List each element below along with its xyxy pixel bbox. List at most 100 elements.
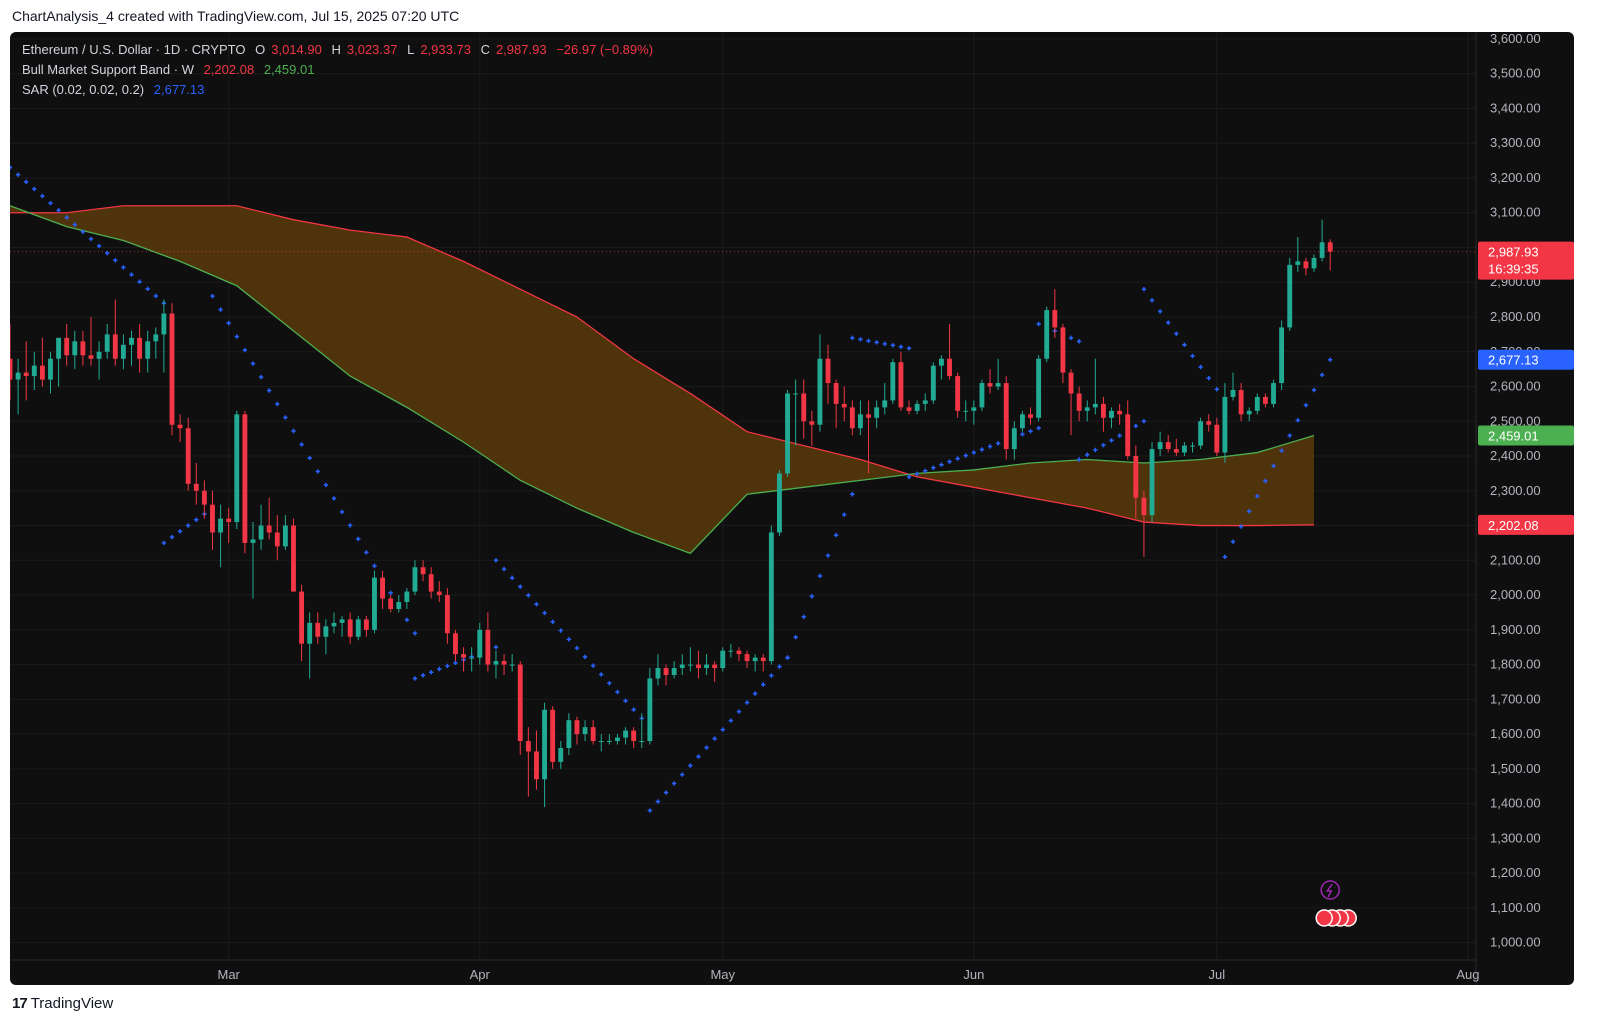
candle-body[interactable] <box>785 393 790 474</box>
candle-body[interactable] <box>1230 389 1236 397</box>
candle-body[interactable] <box>858 414 863 429</box>
candle-body[interactable] <box>615 737 620 742</box>
candle-body[interactable] <box>201 490 207 505</box>
candle-body[interactable] <box>444 595 450 634</box>
price-tag[interactable] <box>1478 514 1574 535</box>
candle-body[interactable] <box>56 337 62 359</box>
candle-body[interactable] <box>1295 261 1301 265</box>
candle-body[interactable] <box>1068 372 1074 394</box>
candle-body[interactable] <box>777 473 782 533</box>
candle-body[interactable] <box>48 358 53 380</box>
candle-body[interactable] <box>307 622 313 644</box>
candle-body[interactable] <box>420 567 426 575</box>
candle-body[interactable] <box>534 751 539 780</box>
candle-body[interactable] <box>161 313 167 335</box>
candle-body[interactable] <box>882 400 888 408</box>
candle-body[interactable] <box>177 424 183 429</box>
candle-body[interactable] <box>153 334 159 342</box>
candle-body[interactable] <box>1149 449 1155 516</box>
candle-body[interactable] <box>485 629 491 665</box>
candle-body[interactable] <box>793 393 799 395</box>
candle-body[interactable] <box>469 657 475 659</box>
legend-sar-label[interactable]: SAR (0.02, 0.02, 0.2) <box>22 82 145 97</box>
candle-body[interactable] <box>760 657 766 662</box>
candle-body[interactable] <box>1020 414 1025 429</box>
candle-body[interactable] <box>1173 449 1179 453</box>
candle-body[interactable] <box>242 414 248 543</box>
candle-body[interactable] <box>331 622 337 627</box>
candle-body[interactable] <box>1238 389 1244 415</box>
candle-body[interactable] <box>663 668 669 675</box>
price-chart[interactable]: 1,000.00 1,100.00 1,200.00 1,300.00 1,400.00… <box>10 32 1574 985</box>
candle-body[interactable] <box>1052 310 1058 328</box>
candle-body[interactable] <box>987 383 993 387</box>
candle-body[interactable] <box>671 668 677 675</box>
legend-band-label[interactable]: Bull Market Support Band · W <box>22 62 194 77</box>
candle-body[interactable] <box>1028 414 1033 418</box>
candle-body[interactable] <box>1254 396 1260 411</box>
candle-body[interactable] <box>744 654 750 662</box>
candle-body[interactable] <box>372 577 377 630</box>
candle-body[interactable] <box>218 518 224 533</box>
candle-body[interactable] <box>1206 421 1212 425</box>
candle-body[interactable] <box>88 355 94 359</box>
candle-body[interactable] <box>15 372 21 380</box>
candle-body[interactable] <box>388 598 394 609</box>
candle-body[interactable] <box>606 741 612 743</box>
candle-body[interactable] <box>1181 445 1187 453</box>
candle-body[interactable] <box>1036 358 1042 418</box>
candle-body[interactable] <box>477 629 483 658</box>
candle-body[interactable] <box>96 351 102 359</box>
candle-body[interactable] <box>768 532 774 662</box>
candle-body[interactable] <box>566 720 572 748</box>
candle-body[interactable] <box>1303 261 1309 269</box>
candle-body[interactable] <box>363 619 369 630</box>
candle-body[interactable] <box>461 654 466 658</box>
candle-body[interactable] <box>299 591 305 644</box>
candle-body[interactable] <box>1246 410 1252 415</box>
candle-body[interactable] <box>801 393 807 422</box>
candle-body[interactable] <box>412 567 418 592</box>
candle-body[interactable] <box>914 403 920 411</box>
candle-body[interactable] <box>72 341 78 356</box>
candle-body[interactable] <box>1100 403 1106 418</box>
candle-body[interactable] <box>890 362 896 401</box>
candle-body[interactable] <box>274 532 280 547</box>
candle-body[interactable] <box>1084 407 1090 411</box>
candle-body[interactable] <box>728 650 734 652</box>
candle-body[interactable] <box>687 664 693 666</box>
candle-body[interactable] <box>234 414 240 523</box>
candle-body[interactable] <box>210 504 215 533</box>
candle-body[interactable] <box>436 591 442 596</box>
candle-body[interactable] <box>1190 445 1195 447</box>
candle-body[interactable] <box>1044 310 1050 359</box>
candle-body[interactable] <box>736 650 742 655</box>
support-band-lower-line[interactable] <box>10 205 1315 527</box>
legend-symbol[interactable]: Ethereum / U.S. Dollar · 1D · CRYPTO <box>22 42 246 57</box>
candle-body[interactable] <box>1157 442 1163 450</box>
candle-body[interactable] <box>995 383 1001 387</box>
candle-body[interactable] <box>1262 396 1268 404</box>
candle-body[interactable] <box>590 727 596 742</box>
candle-body[interactable] <box>655 668 661 679</box>
candle-body[interactable] <box>679 664 685 669</box>
candle-body[interactable] <box>112 334 118 359</box>
candle-body[interactable] <box>525 741 531 752</box>
candle-body[interactable] <box>1327 242 1333 252</box>
candle-body[interactable] <box>955 376 961 411</box>
candle-body[interactable] <box>849 407 855 429</box>
candle-body[interactable] <box>1109 410 1114 418</box>
candle-body[interactable] <box>380 577 386 599</box>
candle-body[interactable] <box>428 574 434 592</box>
candle-body[interactable] <box>947 358 952 377</box>
candle-body[interactable] <box>866 414 871 418</box>
candle-body[interactable] <box>631 730 637 742</box>
price-tag[interactable] <box>1478 425 1574 446</box>
candle-body[interactable] <box>1287 264 1293 328</box>
candle-body[interactable] <box>355 619 361 637</box>
candle-body[interactable] <box>169 313 175 425</box>
candle-body[interactable] <box>315 622 321 637</box>
candle-body[interactable] <box>939 358 944 366</box>
candle-body[interactable] <box>712 664 718 669</box>
candle-body[interactable] <box>517 664 523 742</box>
